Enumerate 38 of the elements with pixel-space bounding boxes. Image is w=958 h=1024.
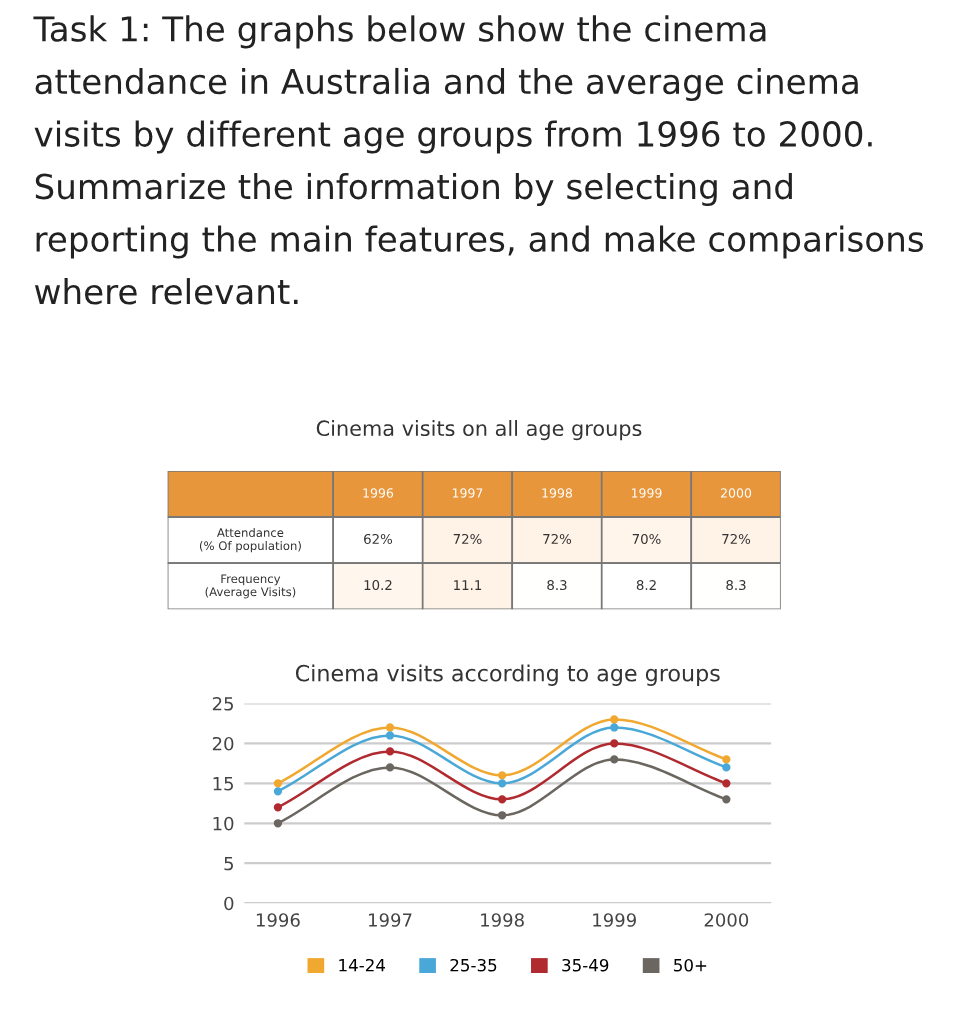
point (497, 771, 507, 780)
x-tick-label: 1998 (481, 913, 524, 927)
point (385, 723, 395, 732)
x-tick-label: 1996 (256, 913, 300, 927)
x-tick-label: 1999 (593, 913, 636, 927)
x-tick-label: 2000 (704, 913, 749, 927)
point (385, 731, 395, 740)
point (722, 763, 731, 772)
point (610, 755, 619, 764)
legend-label: 25-35 (450, 958, 497, 972)
text: Task 1: The graphs below show the cinema attendance in Australia and the average cinema visits by different age groups from 1996 to 2000. Summarize the information by selecting and reporting the main features, and make comparisons where relevant. (33, 15, 923, 305)
point (722, 755, 731, 764)
point (273, 819, 283, 828)
point (610, 739, 619, 748)
legend-label: 35-49 (562, 958, 609, 972)
chart-title: Cinema visits according to age groups (295, 664, 720, 686)
point (722, 779, 731, 788)
y-tick-label: 0 (224, 896, 234, 911)
point (497, 811, 507, 820)
point (385, 747, 395, 756)
y-tick-label: 20 (212, 736, 234, 751)
y-tick-label: 5 (224, 856, 233, 871)
point (610, 715, 619, 724)
point (722, 795, 731, 804)
chart-title: Cinema visits on all age groups (316, 420, 642, 441)
y-tick-label: 15 (213, 777, 233, 791)
point (385, 763, 395, 772)
y-tick-label: 25 (212, 696, 233, 711)
point (273, 779, 283, 788)
x-tick-label: 1997 (369, 913, 412, 927)
legend-label: 14-24 (339, 958, 385, 972)
point (497, 795, 507, 804)
y-tick-label: 10 (213, 816, 234, 831)
point (273, 787, 283, 796)
point (497, 779, 507, 788)
point (610, 723, 619, 732)
point (273, 803, 283, 812)
legend-label: 50+ (674, 958, 707, 972)
